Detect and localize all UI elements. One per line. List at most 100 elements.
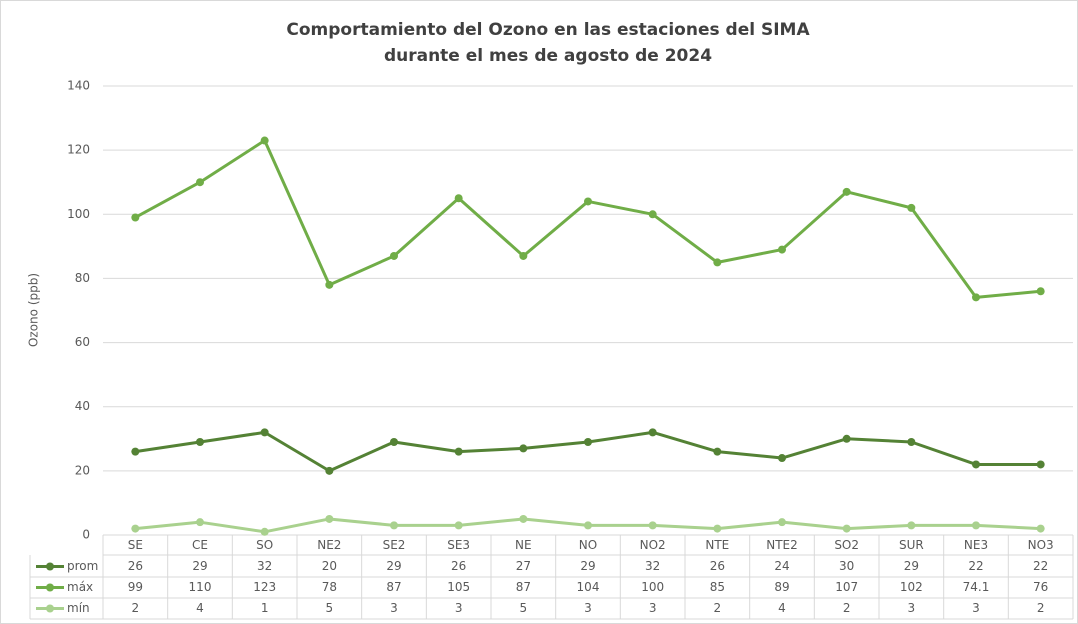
point [390, 437, 398, 446]
table-value: 76 [1033, 580, 1048, 594]
x-tick-label: NE [515, 538, 532, 552]
x-tick-label: NTE2 [766, 538, 798, 552]
table-value: 2 [714, 601, 722, 615]
table-value: 105 [447, 580, 470, 594]
y-axis-label: Ozono (ppb) [27, 273, 41, 347]
x-tick-label: SE2 [383, 538, 406, 552]
x-tick-label: CE [192, 538, 208, 552]
table-value: 5 [326, 601, 334, 615]
point [196, 178, 204, 187]
point [131, 213, 140, 222]
point [260, 527, 269, 536]
point [778, 245, 786, 254]
legend-marker [46, 583, 54, 592]
x-tick-label: NE3 [964, 538, 988, 552]
point [325, 514, 334, 523]
x-tick-label: NE2 [317, 538, 341, 552]
point [713, 524, 722, 533]
y-tick-label: 120 [67, 143, 90, 157]
y-tick-label: 100 [67, 207, 90, 221]
point [454, 194, 463, 203]
table-value: 3 [908, 601, 916, 615]
point [972, 293, 980, 302]
table-value: 29 [904, 559, 919, 573]
point [907, 437, 916, 446]
table-value: 3 [584, 601, 592, 615]
point [1036, 524, 1045, 533]
chart-title: Comportamiento del Ozono en las estacion… [286, 20, 810, 40]
table-value: 3 [455, 601, 463, 615]
table-value: 24 [774, 559, 789, 573]
point [584, 521, 592, 530]
x-tick-label: NO2 [640, 538, 666, 552]
table-value: 2 [1037, 601, 1045, 615]
point [584, 437, 592, 446]
table-value: 22 [968, 559, 983, 573]
table-value: 3 [649, 601, 657, 615]
point [131, 447, 140, 456]
point [842, 187, 851, 196]
y-tick-label: 20 [75, 463, 90, 477]
point [842, 434, 851, 443]
x-tick-label: SE3 [447, 538, 470, 552]
table-value: 123 [253, 580, 276, 594]
x-tick-label: NO [579, 538, 597, 552]
point [584, 197, 592, 206]
table-value: 29 [192, 559, 207, 573]
table-value: 27 [516, 559, 531, 573]
point [778, 518, 786, 527]
point [1036, 287, 1045, 296]
point [519, 251, 528, 260]
point [778, 454, 786, 463]
point [1036, 460, 1045, 469]
table-value: 3 [390, 601, 398, 615]
table-value: 5 [520, 601, 528, 615]
table-value: 3 [972, 601, 980, 615]
table-value: 89 [774, 580, 789, 594]
table-value: 85 [710, 580, 725, 594]
point [325, 280, 334, 289]
point [325, 466, 334, 475]
point [454, 447, 463, 456]
point [842, 524, 851, 533]
table-value: 26 [451, 559, 466, 573]
point [390, 521, 398, 530]
chart-title: durante el mes de agosto de 2024 [384, 46, 712, 66]
table-value: 30 [839, 559, 854, 573]
x-tick-label: SO [256, 538, 273, 552]
table-value: 4 [196, 601, 204, 615]
table-value: 99 [128, 580, 143, 594]
legend-label: máx [67, 580, 93, 594]
table-value: 104 [577, 580, 600, 594]
table-value: 87 [516, 580, 531, 594]
point [648, 428, 657, 437]
legend-label: prom [67, 559, 98, 573]
table-value: 26 [128, 559, 143, 573]
point [972, 521, 980, 530]
x-tick-label: SUR [899, 538, 924, 552]
table-value: 1 [261, 601, 269, 615]
table-value: 26 [710, 559, 725, 573]
y-tick-label: 0 [82, 528, 90, 542]
table-value: 87 [386, 580, 401, 594]
table-value: 78 [322, 580, 337, 594]
point [713, 258, 722, 267]
x-tick-label: SE [128, 538, 143, 552]
point [648, 210, 657, 219]
y-tick-label: 40 [75, 399, 90, 413]
table-value: 4 [778, 601, 786, 615]
table-value: 110 [189, 580, 212, 594]
x-tick-label: NO3 [1028, 538, 1054, 552]
table-value: 32 [645, 559, 660, 573]
point [196, 437, 204, 446]
point [390, 251, 398, 260]
point [648, 521, 657, 530]
legend-label: mín [67, 601, 90, 615]
y-tick-label: 80 [75, 271, 90, 285]
legend-marker [46, 604, 54, 613]
table-value: 22 [1033, 559, 1048, 573]
point [519, 514, 528, 523]
x-tick-label: NTE [705, 538, 729, 552]
